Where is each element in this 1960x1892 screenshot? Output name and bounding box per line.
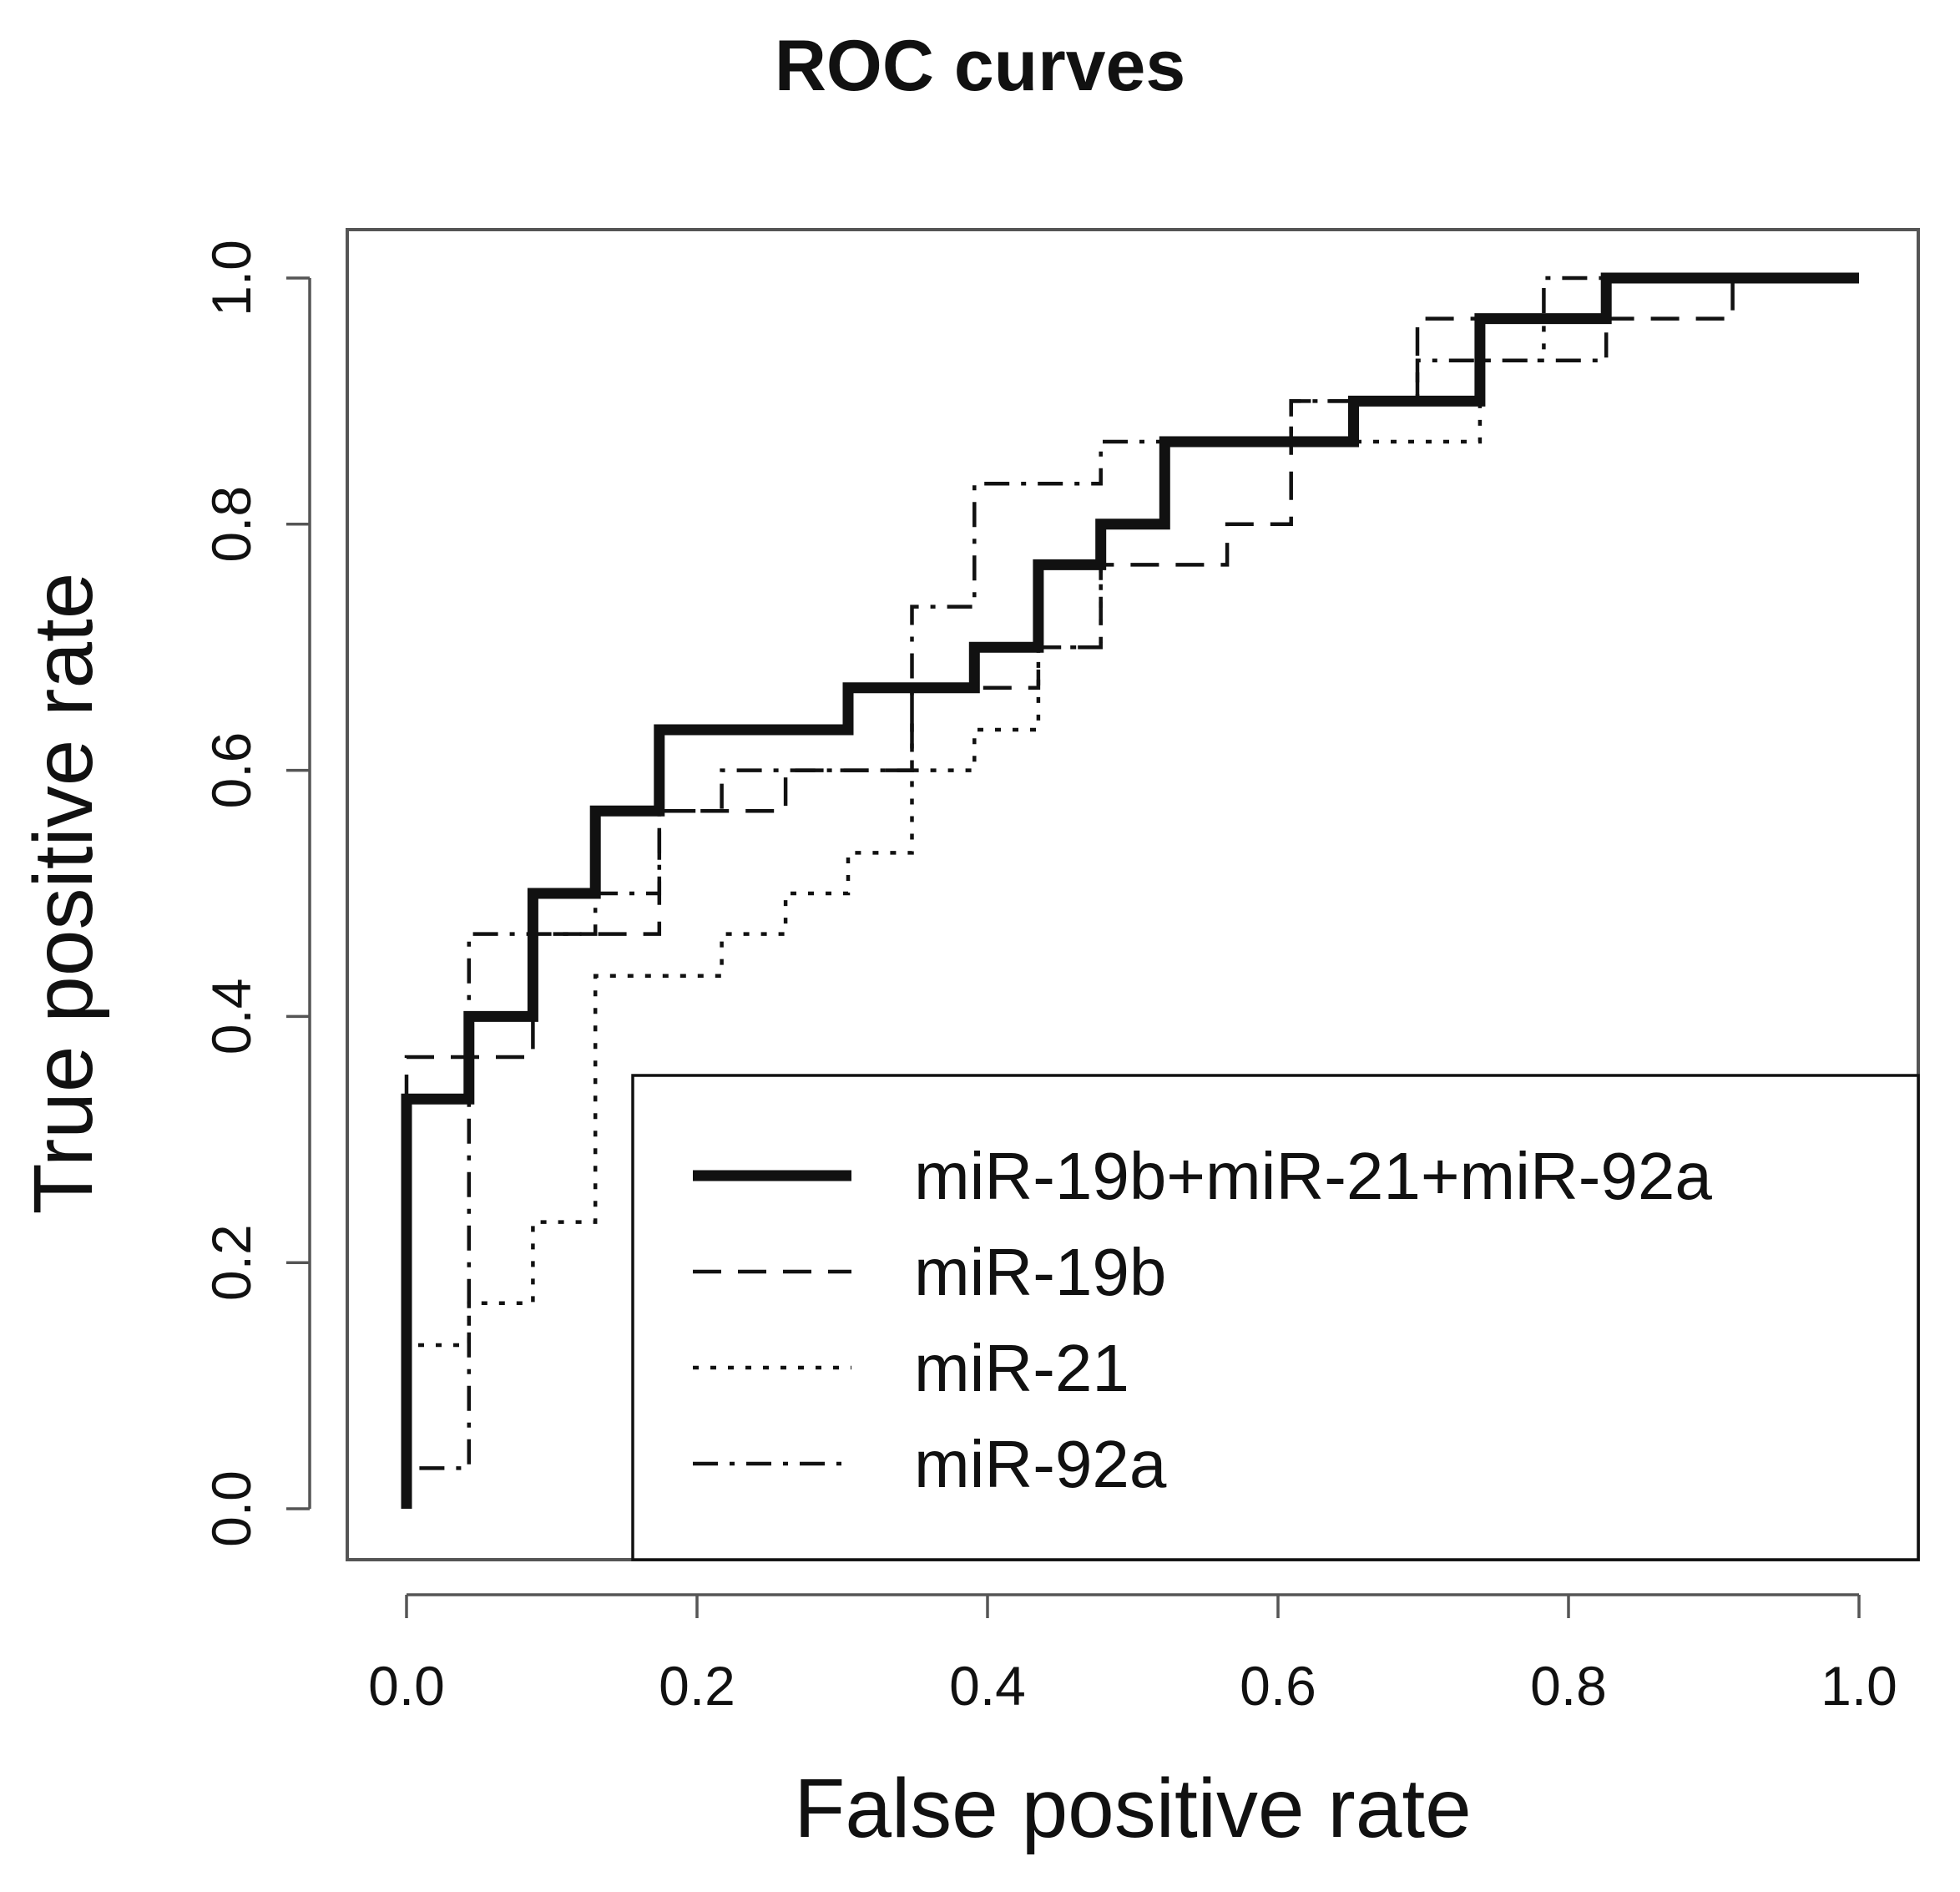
- series-layer: [401, 272, 1859, 1509]
- y-tick-label: 0.0: [200, 1470, 262, 1547]
- y-axis-label: True positive rate: [17, 573, 110, 1215]
- x-tick-label: 0.2: [659, 1655, 735, 1717]
- legend-label: miR-19b+miR-21+miR-92a: [914, 1139, 1712, 1213]
- roc-line-mir-92a: [404, 276, 1859, 1509]
- legend-label: miR-21: [914, 1331, 1129, 1405]
- x-tick-label: 0.6: [1240, 1655, 1316, 1717]
- y-tick-label: 0.2: [200, 1224, 262, 1301]
- x-tick-label: 0.0: [368, 1655, 445, 1717]
- chart-title: ROC curves: [775, 26, 1185, 106]
- legend-label: miR-19b: [914, 1235, 1166, 1309]
- legend: miR-19b+miR-21+miR-92a miR-19b miR-21 miR-9…: [693, 1139, 1712, 1501]
- y-tick-label: 0.8: [200, 486, 262, 563]
- y-axis-ticks: 0.0 0.2 0.4 0.6 0.8 1.0: [200, 240, 310, 1547]
- x-axis-ticks: 0.0 0.2 0.4 0.6 0.8 1.0: [368, 1595, 1897, 1717]
- x-tick-label: 1.0: [1821, 1655, 1897, 1717]
- x-tick-label: 0.4: [949, 1655, 1026, 1717]
- roc-line-mir-19b-mir-21-mir-92a: [401, 272, 1859, 1509]
- y-tick-label: 0.6: [200, 732, 262, 809]
- legend-box: [631, 1074, 1920, 1561]
- y-tick-label: 0.4: [200, 979, 262, 1055]
- x-axis-label: False positive rate: [794, 1762, 1471, 1855]
- x-tick-label: 0.8: [1530, 1655, 1607, 1717]
- y-tick-label: 1.0: [200, 240, 262, 316]
- legend-label: miR-92a: [914, 1427, 1167, 1501]
